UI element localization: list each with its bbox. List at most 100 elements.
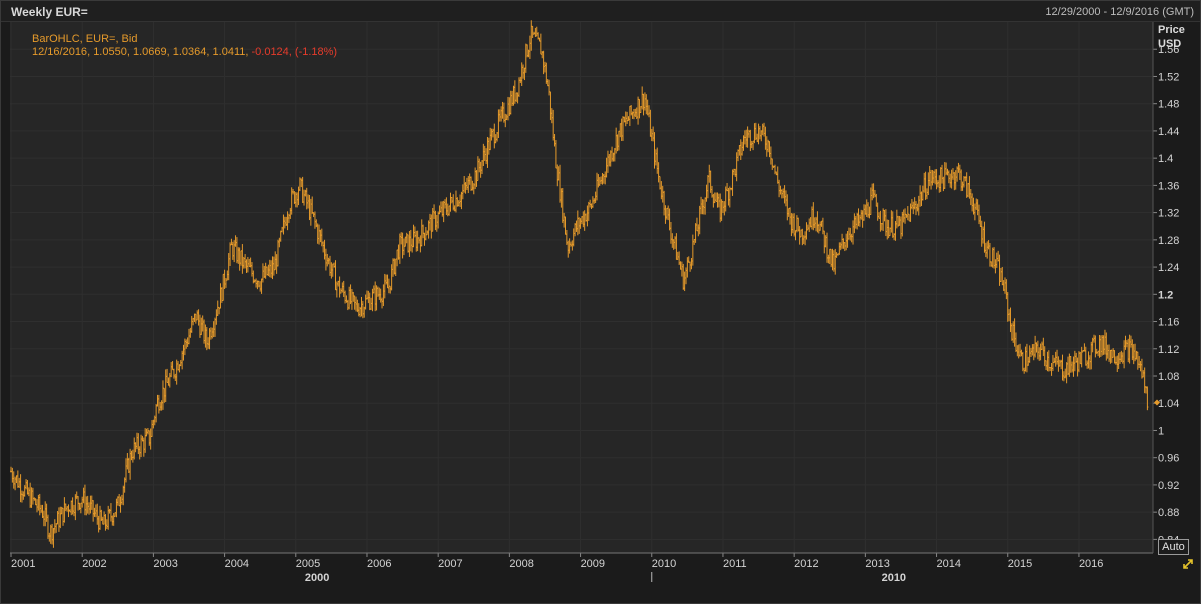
ohlc-bar: [1028, 345, 1031, 363]
ohlc-bar: [864, 204, 867, 215]
ohlc-bar: [130, 450, 133, 461]
ohlc-bar: [29, 482, 32, 508]
ohlc-bar: [478, 158, 481, 173]
ohlc-bar: [930, 169, 933, 190]
ohlc-bar: [960, 169, 963, 192]
ohlc-bar: [979, 215, 982, 228]
ohlc-bar: [397, 244, 400, 260]
ohlc-bar: [841, 233, 844, 249]
ohlc-bar: [801, 228, 804, 246]
ohlc-bar: [991, 247, 994, 268]
ohlc-bar: [374, 281, 377, 312]
ohlc-bar: [910, 198, 913, 210]
ohlc-bar: [111, 515, 114, 526]
ohlc-bar: [574, 223, 577, 237]
y-tick-label: 1: [1158, 425, 1164, 437]
ohlc-bar: [698, 205, 701, 235]
ohlc-bar: [1117, 353, 1120, 370]
ohlc-bar: [415, 230, 418, 252]
ohlc-bar: [1034, 335, 1037, 358]
ohlc-bar: [557, 166, 560, 181]
resize-arrows-icon[interactable]: [1182, 558, 1194, 570]
ohlc-bar: [368, 292, 371, 311]
ohlc-bar: [790, 213, 793, 237]
ohlc-bar: [827, 254, 830, 264]
ohlc-bar: [589, 199, 592, 208]
ohlc-bar: [475, 170, 478, 187]
ohlc-bar: [602, 173, 605, 184]
ohlc-bar: [494, 134, 497, 144]
ohlc-bar: [1136, 351, 1139, 370]
ohlc-bar: [1095, 348, 1098, 355]
plot-area[interactable]: [10, 22, 1153, 553]
date-range: 12/29/2000 - 12/9/2016 (GMT): [1045, 6, 1194, 18]
ohlc-bars: [10, 20, 1149, 548]
ohlc-bar: [1086, 360, 1089, 369]
legend-series: BarOHLC, EUR=, Bid: [32, 33, 138, 45]
ohlc-bar: [535, 26, 538, 37]
ohlc-bar: [765, 136, 768, 157]
ohlc-bar: [627, 116, 630, 122]
ohlc-bar: [1064, 368, 1067, 379]
ohlc-bar: [760, 130, 763, 142]
ohlc-bar: [34, 498, 37, 506]
x-tick-label: 2001: [11, 558, 35, 570]
legend-date: 12/16/2016: [32, 46, 88, 58]
ohlc-bar: [352, 291, 355, 302]
ohlc-bar: [898, 215, 901, 226]
ohlc-bar: [142, 437, 145, 457]
ohlc-bar: [646, 99, 649, 116]
ohlc-bar: [845, 233, 848, 251]
ohlc-bar: [454, 190, 457, 213]
x-tick-label: 2016: [1079, 558, 1103, 570]
ohlc-bar: [470, 176, 473, 191]
ohlc-bar: [63, 497, 66, 523]
ohlc-bar: [89, 495, 92, 514]
ohlc-bar: [856, 212, 859, 230]
ohlc-bar: [890, 210, 893, 233]
ohlc-bar: [197, 309, 200, 326]
ohlc-bar: [834, 248, 837, 275]
ohlc-bar: [140, 434, 143, 458]
ohlc-bar: [800, 229, 803, 238]
ohlc-bar: [460, 191, 463, 210]
ohlc-bar: [591, 196, 594, 208]
ohlc-bar: [619, 123, 622, 138]
ohlc-bar: [367, 290, 370, 304]
ohlc-bar: [448, 205, 451, 216]
ohlc-bar: [386, 274, 389, 289]
ohlc-bar: [572, 228, 575, 247]
ohlc-bar: [1036, 340, 1039, 360]
ohlc-bar: [412, 224, 415, 248]
ohlc-bar: [1110, 349, 1113, 363]
ohlc-bar: [375, 285, 378, 311]
ohlc-bar: [485, 148, 488, 165]
auto-scale-button[interactable]: Auto: [1158, 539, 1189, 555]
ohlc-bar: [171, 361, 174, 371]
ohlc-bar: [275, 254, 278, 274]
ohlc-bar: [543, 61, 546, 73]
ohlc-bar: [878, 212, 881, 219]
ohlc-bar: [753, 123, 756, 144]
ohlc-bar: [816, 211, 819, 233]
ohlc-bar: [843, 242, 846, 252]
ohlc-bar: [769, 146, 772, 165]
ohlc-bar: [691, 234, 694, 266]
ohlc-bar: [426, 230, 429, 236]
ohlc-bar: [809, 217, 812, 228]
ohlc-bar: [308, 194, 311, 221]
ohlc-bar: [30, 487, 33, 508]
ohlc-bar: [611, 146, 614, 162]
ohlc-bar: [435, 214, 438, 232]
ohlc-bar: [92, 500, 95, 522]
ohlc-bar: [1099, 335, 1102, 357]
ohlc-bar: [865, 199, 868, 218]
ohlc-bar: [264, 262, 267, 279]
ohlc-bar: [216, 300, 219, 316]
ohlc-bar: [852, 220, 855, 245]
ohlc-bar: [1056, 349, 1059, 365]
ohlc-bar: [654, 149, 657, 166]
ohlc-bar: [637, 96, 640, 125]
x-decade-label: 2010: [882, 572, 906, 584]
